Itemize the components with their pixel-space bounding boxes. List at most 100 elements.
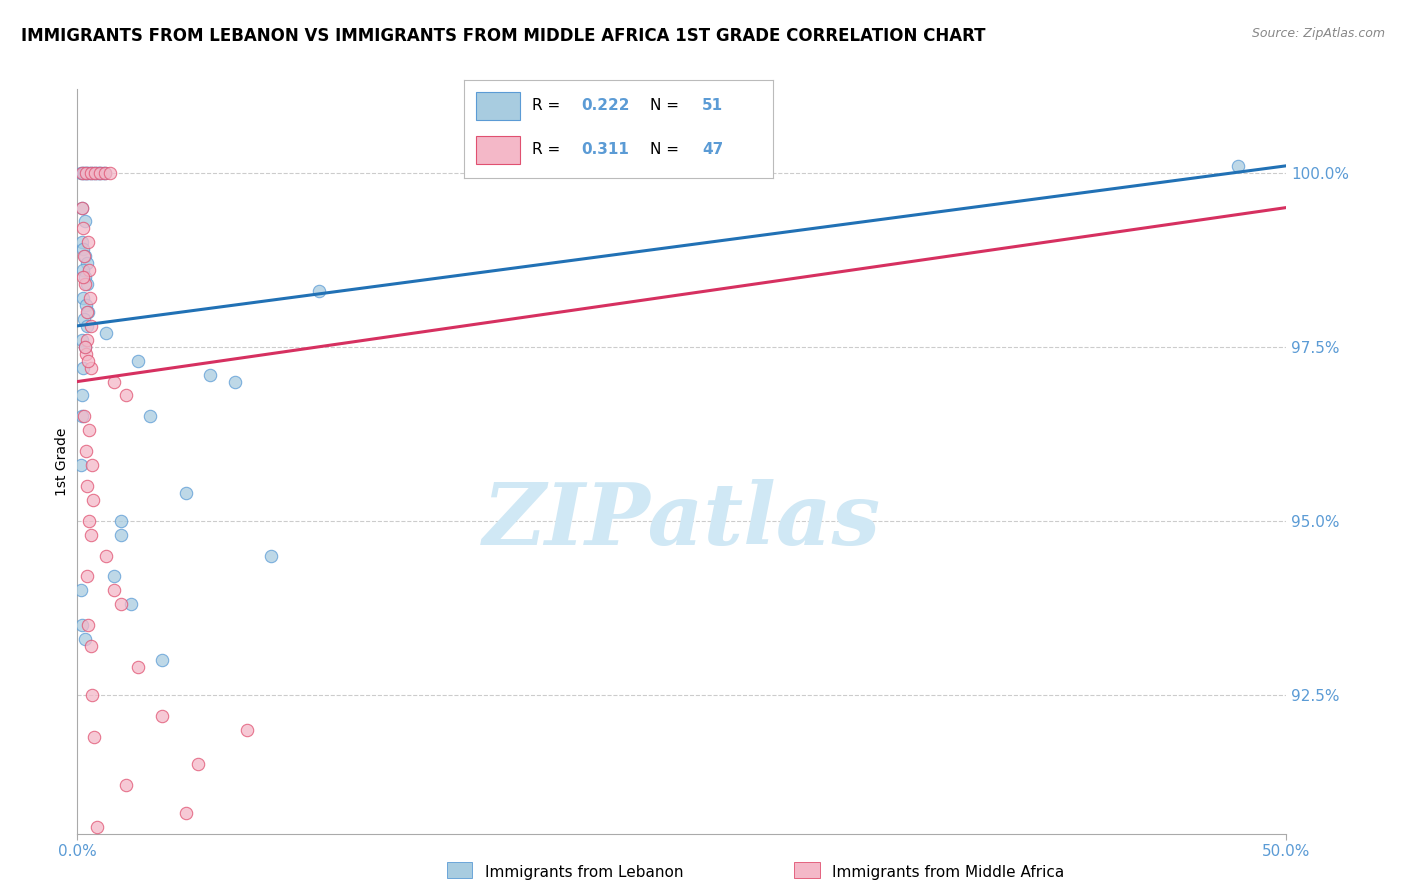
- Point: [174, 806, 197, 821]
- Point: [87, 166, 110, 180]
- Point: [79, 166, 101, 180]
- Point: [235, 723, 257, 737]
- Point: [82, 166, 104, 180]
- Point: [73, 312, 96, 326]
- Point: [110, 514, 132, 528]
- Point: [79, 527, 101, 541]
- Point: [75, 347, 97, 361]
- Point: [73, 214, 96, 228]
- Point: [80, 458, 103, 472]
- Point: [70, 618, 93, 632]
- Text: 0.222: 0.222: [582, 98, 630, 113]
- Point: [75, 166, 97, 180]
- Point: [76, 333, 98, 347]
- Point: [76, 166, 98, 180]
- Point: [75, 166, 97, 180]
- Text: IMMIGRANTS FROM LEBANON VS IMMIGRANTS FROM MIDDLE AFRICA 1ST GRADE CORRELATION C: IMMIGRANTS FROM LEBANON VS IMMIGRANTS FR…: [21, 27, 986, 45]
- Point: [83, 166, 105, 180]
- Point: [80, 166, 103, 180]
- Point: [77, 235, 100, 250]
- Point: [72, 360, 94, 375]
- Text: N =: N =: [650, 143, 683, 158]
- Text: Source: ZipAtlas.com: Source: ZipAtlas.com: [1251, 27, 1385, 40]
- Point: [75, 249, 97, 263]
- Point: [86, 166, 108, 180]
- Point: [80, 318, 103, 333]
- Point: [94, 166, 117, 180]
- Point: [150, 653, 173, 667]
- Y-axis label: 1st Grade: 1st Grade: [55, 427, 69, 496]
- Point: [79, 423, 101, 437]
- Point: [76, 277, 98, 292]
- Point: [72, 270, 94, 285]
- Point: [187, 757, 209, 772]
- Point: [70, 583, 93, 598]
- Point: [200, 368, 222, 382]
- Point: [120, 597, 142, 611]
- Point: [224, 375, 246, 389]
- Point: [77, 514, 100, 528]
- Point: [76, 318, 98, 333]
- Point: [89, 166, 111, 180]
- Point: [114, 778, 136, 792]
- Text: Immigrants from Middle Africa: Immigrants from Middle Africa: [832, 865, 1064, 880]
- Point: [73, 340, 96, 354]
- Point: [72, 242, 94, 256]
- Point: [77, 263, 100, 277]
- Point: [260, 549, 283, 563]
- FancyBboxPatch shape: [477, 92, 520, 120]
- Point: [72, 263, 94, 277]
- Point: [70, 388, 93, 402]
- Point: [94, 166, 117, 180]
- Point: [103, 375, 125, 389]
- Point: [79, 291, 101, 305]
- Point: [76, 305, 98, 319]
- Text: 51: 51: [702, 98, 723, 113]
- Point: [77, 618, 100, 632]
- Point: [114, 388, 136, 402]
- Point: [174, 486, 197, 500]
- FancyBboxPatch shape: [477, 136, 520, 164]
- Point: [70, 409, 93, 424]
- Text: 47: 47: [702, 143, 724, 158]
- Point: [76, 479, 98, 493]
- Point: [73, 249, 96, 263]
- Point: [103, 583, 125, 598]
- Point: [84, 166, 107, 180]
- Point: [139, 409, 162, 424]
- Point: [70, 166, 93, 180]
- Text: R =: R =: [531, 143, 565, 158]
- Text: ZIPatlas: ZIPatlas: [482, 479, 882, 563]
- Point: [72, 221, 94, 235]
- Point: [75, 277, 97, 292]
- Point: [89, 166, 111, 180]
- Point: [110, 597, 132, 611]
- Point: [73, 270, 96, 285]
- Text: 0.311: 0.311: [582, 143, 630, 158]
- Point: [70, 201, 93, 215]
- Point: [1227, 159, 1250, 173]
- Point: [103, 569, 125, 583]
- Point: [98, 166, 121, 180]
- Point: [127, 660, 149, 674]
- Point: [82, 492, 104, 507]
- Point: [73, 340, 96, 354]
- Point: [76, 569, 98, 583]
- Point: [308, 284, 330, 298]
- Point: [79, 639, 101, 653]
- Point: [91, 166, 114, 180]
- Point: [127, 353, 149, 368]
- Point: [150, 708, 173, 723]
- Point: [70, 166, 93, 180]
- Point: [70, 333, 93, 347]
- Point: [75, 444, 97, 458]
- Text: Immigrants from Lebanon: Immigrants from Lebanon: [485, 865, 683, 880]
- Point: [96, 326, 118, 340]
- Point: [73, 166, 96, 180]
- Point: [73, 409, 96, 424]
- Point: [70, 235, 93, 250]
- Point: [86, 820, 108, 834]
- Point: [76, 256, 98, 270]
- Point: [82, 688, 104, 702]
- Point: [79, 360, 101, 375]
